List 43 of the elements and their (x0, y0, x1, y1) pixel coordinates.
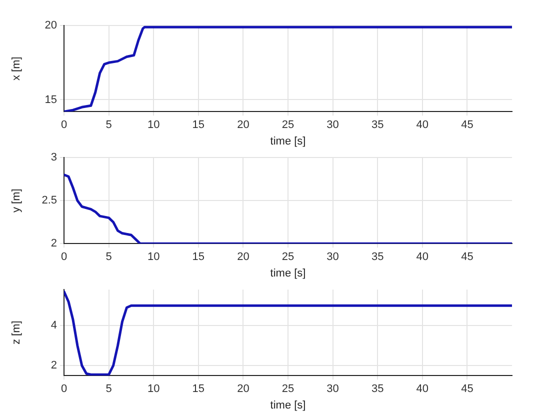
x-tick-label: 30 (326, 119, 339, 132)
x-tick-label: 30 (326, 251, 339, 264)
x-tick-label: 15 (192, 251, 205, 264)
y-tick-label: 20 (44, 20, 57, 32)
x-tick-label: 15 (192, 119, 205, 132)
x-tick-label: 25 (282, 251, 294, 264)
x-tick-label: 0 (60, 383, 68, 396)
x-tick-label: 35 (371, 383, 384, 396)
x-tick-label: 20 (237, 383, 250, 396)
x-axis-title: time [s] (270, 135, 306, 148)
x-tick-label: 35 (371, 251, 384, 264)
x-tick-label: 5 (106, 119, 112, 132)
y-tick-label: 2.5 (42, 194, 57, 207)
y-tick-label: 4 (50, 320, 57, 332)
y-tick-label: 3 (50, 152, 57, 164)
x-tick-label: 45 (461, 383, 474, 396)
y-axis-title: y [m] (10, 188, 23, 213)
x-tick-label: 25 (282, 383, 294, 396)
x-tick-label: 5 (106, 383, 112, 396)
x-axis-title: time [s] (270, 267, 306, 280)
x-tick-label: 35 (371, 119, 384, 132)
x-tick-label: 20 (237, 119, 250, 132)
x-tick-label: 10 (147, 251, 160, 264)
x-tick-label: 20 (237, 251, 250, 264)
x-tick-label: 10 (147, 383, 160, 396)
x-tick-label: 40 (416, 251, 429, 264)
x-tick-label: 10 (147, 119, 160, 132)
x-tick-label: 25 (282, 119, 294, 132)
x-tick-label: 40 (416, 119, 429, 132)
y-axis-title: x [m] (10, 56, 23, 81)
x-tick-label: 40 (416, 383, 429, 396)
x-tick-label: 5 (106, 251, 112, 264)
y-axis-title: z [m] (10, 320, 23, 345)
y-tick-label: 2 (50, 360, 57, 372)
x-tick-label: 0 (60, 251, 68, 264)
x-axis-title: time [s] (270, 399, 306, 412)
x-tick-label: 0 (60, 119, 68, 132)
y-tick-label: 2 (50, 238, 57, 250)
x-tick-label: 15 (192, 383, 205, 396)
x-tick-label: 45 (461, 119, 474, 132)
y-tick-label: 15 (44, 94, 57, 106)
x-tick-label: 30 (326, 383, 339, 396)
x-tick-label: 45 (461, 251, 474, 264)
